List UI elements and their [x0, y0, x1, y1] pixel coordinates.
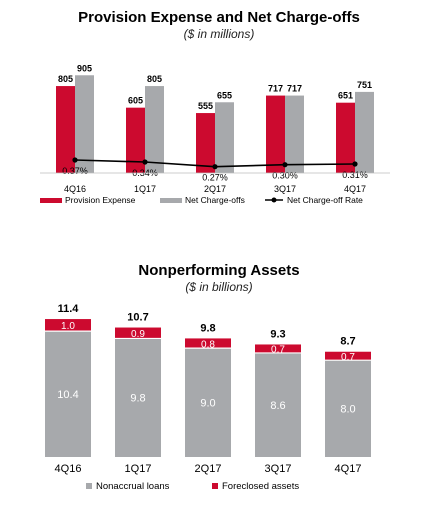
nonaccrual-label-1q17: 9.8 — [130, 393, 145, 405]
x-tick-2q17: 2Q17 — [204, 184, 226, 194]
nonaccrual-bar-2q17 — [185, 348, 231, 457]
legend-swatch-foreclosed — [212, 483, 218, 489]
total-label-4q16: 11.4 — [58, 303, 80, 315]
foreclosed-label-3q17: 0.7 — [271, 345, 285, 356]
provision-label-2q17: 555 — [198, 101, 213, 111]
chargeoff-bar-1q17 — [145, 86, 164, 173]
rate-label-4q16: 0.37% — [62, 166, 88, 176]
rate-label-4q17: 0.31% — [342, 170, 368, 180]
foreclosed-bar-2q17 — [185, 338, 231, 349]
legend-label-rate: Net Charge-off Rate — [287, 195, 363, 205]
legend-label-chargeoffs: Net Charge-offs — [185, 195, 245, 205]
total-label-2q17: 9.8 — [200, 322, 215, 334]
x-tick-1q17: 1Q17 — [125, 463, 152, 475]
chart2-subtitle: ($ in billions) — [185, 280, 253, 294]
legend-swatch-nonaccrual — [86, 483, 92, 489]
rate-point-3q17 — [282, 162, 288, 168]
chart2-title: Nonperforming Assets — [138, 262, 300, 279]
rate-point-2q17 — [212, 164, 218, 170]
chargeoff-label-3q17: 717 — [287, 84, 302, 94]
chargeoff-label-1q17: 805 — [147, 74, 162, 84]
foreclosed-label-2q17: 0.8 — [201, 339, 215, 350]
chargeoff-bar-4q16 — [75, 75, 94, 173]
chargeoff-bar-4q17 — [355, 91, 374, 173]
chart1-subtitle: ($ in millions) — [183, 27, 255, 41]
chargeoff-label-4q17: 751 — [357, 80, 372, 90]
provision-label-3q17: 717 — [268, 84, 283, 94]
x-tick-4q16: 4Q16 — [64, 184, 86, 194]
chargeoff-label-2q17: 655 — [217, 90, 232, 100]
provision-bar-4q16 — [56, 86, 75, 173]
nonaccrual-bar-3q17 — [255, 352, 301, 457]
total-label-3q17: 9.3 — [270, 328, 285, 340]
foreclosed-label-4q16: 1.0 — [61, 321, 75, 332]
foreclosed-label-4q17: 0.7 — [341, 352, 355, 363]
provision-bar-1q17 — [126, 107, 145, 173]
provision-bar-4q17 — [336, 102, 355, 173]
chargeoff-bar-3q17 — [285, 95, 304, 173]
x-tick-4q16: 4Q16 — [55, 463, 82, 475]
foreclosed-bar-3q17 — [255, 344, 301, 353]
provision-label-4q16: 805 — [58, 74, 73, 84]
provision-chart: 805 905 4Q16 605 805 1Q17 555 655 2Q17 717 717 3Q17… — [40, 63, 390, 205]
foreclosed-bar-4q17 — [325, 351, 371, 361]
total-label-4q17: 8.7 — [340, 336, 355, 348]
chargeoff-bar-2q17 — [215, 102, 234, 173]
foreclosed-label-1q17: 0.9 — [131, 329, 145, 340]
chart1-title: Provision Expense and Net Charge-offs — [78, 9, 360, 26]
legend-swatch-chargeoffs — [160, 198, 182, 203]
x-tick-2q17: 2Q17 — [195, 463, 222, 475]
nonaccrual-label-4q17: 8.0 — [340, 404, 355, 416]
nonaccrual-label-4q16: 10.4 — [57, 389, 78, 401]
nonaccrual-label-2q17: 9.0 — [200, 398, 215, 410]
total-label-1q17: 10.7 — [127, 312, 148, 324]
legend-swatch-rate-dot — [271, 197, 277, 203]
chargeoff-label-4q16: 905 — [77, 63, 92, 73]
x-tick-4q17: 4Q17 — [335, 463, 362, 475]
x-tick-4q17: 4Q17 — [344, 184, 366, 194]
nonaccrual-bar-4q16 — [45, 331, 91, 457]
rate-label-2q17: 0.27% — [202, 173, 228, 183]
legend-swatch-provision — [40, 198, 62, 203]
foreclosed-bar-4q16 — [45, 319, 91, 332]
rate-point-1q17 — [142, 159, 148, 165]
legend-label-nonaccrual: Nonaccrual loans — [96, 481, 170, 492]
rate-label-3q17: 0.30% — [272, 171, 298, 181]
x-tick-3q17: 3Q17 — [274, 184, 296, 194]
nonaccrual-bar-4q17 — [325, 360, 371, 457]
rate-point-4q16 — [72, 157, 78, 163]
provision-label-4q17: 651 — [338, 91, 353, 101]
legend-label-foreclosed: Foreclosed assets — [222, 481, 299, 492]
foreclosed-bar-1q17 — [115, 327, 161, 339]
nonaccrual-bar-1q17 — [115, 338, 161, 457]
provision-bar-2q17 — [196, 113, 215, 173]
rate-point-4q17 — [352, 161, 358, 167]
provision-bar-3q17 — [266, 95, 285, 173]
nonaccrual-label-3q17: 8.6 — [270, 400, 285, 412]
x-tick-1q17: 1Q17 — [134, 184, 156, 194]
provision-label-1q17: 605 — [128, 96, 143, 106]
legend-label-provision: Provision Expense — [65, 195, 136, 205]
x-tick-3q17: 3Q17 — [265, 463, 292, 475]
